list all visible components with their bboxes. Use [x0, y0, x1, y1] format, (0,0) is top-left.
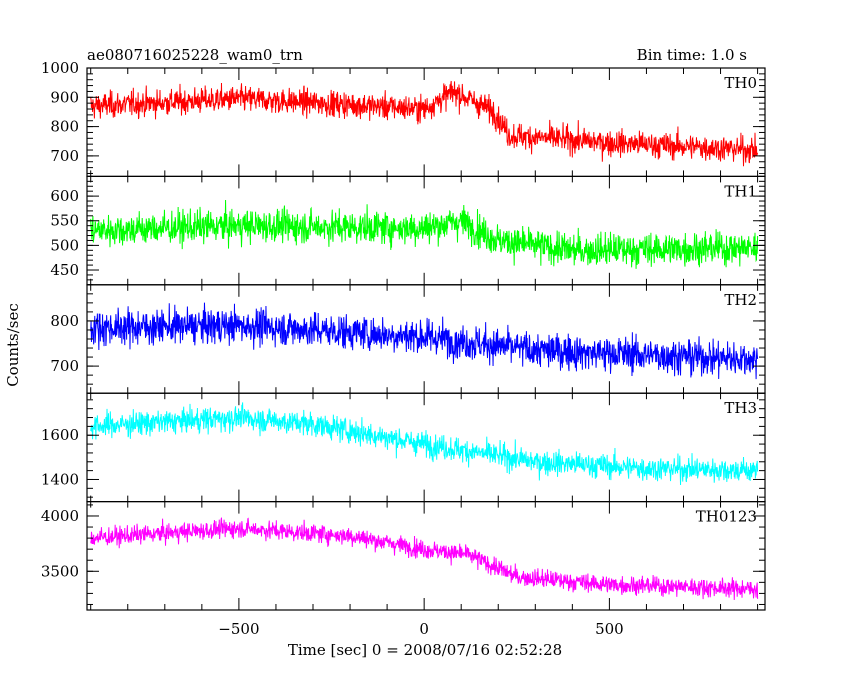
series-line-th2 [90, 302, 759, 380]
y-tick-label: 900 [50, 88, 79, 106]
y-tick-label: 550 [50, 212, 79, 230]
panel-th2: 700 800 TH2 [50, 284, 766, 394]
panel-frame [86, 501, 766, 611]
panel-label-th0: TH0 [724, 74, 757, 92]
x-tick-label: −500 [218, 620, 259, 638]
chart-title: ae080716025228_wam0_trn [87, 46, 303, 64]
y-tick-label: 4000 [41, 507, 79, 525]
panel-label-th2: TH2 [724, 291, 757, 309]
panel-label-th0123: TH0123 [696, 508, 757, 526]
y-tick-label: 1600 [41, 426, 79, 444]
y-tick-label: 800 [50, 312, 79, 330]
y-tick-label: 500 [50, 236, 79, 254]
y-tick-label: 1400 [41, 470, 79, 488]
panel-th1: 450 500 550 600 TH1 [50, 175, 766, 286]
y-tick-label: 700 [50, 357, 79, 375]
panel-frame [86, 67, 766, 178]
y-tick-label: 450 [50, 261, 79, 279]
series-line-th3 [90, 402, 759, 486]
panel-th0: 700 800 900 1000 TH0 [41, 59, 766, 178]
bin-time-label: Bin time: 1.0 s [637, 46, 747, 64]
panels-group: 700 800 900 1000 TH0 450 500 550 600 TH1 700 800 TH2… [41, 59, 766, 638]
panel-label-th3: TH3 [724, 399, 757, 417]
series-line-th1 [90, 199, 759, 269]
y-tick-label: 3500 [41, 562, 79, 580]
y-axis-label: Counts/sec [4, 303, 22, 387]
panel-label-th1: TH1 [724, 182, 757, 200]
panel-th0123: 3500 4000 TH0123 [41, 501, 766, 611]
y-tick-label: 800 [50, 118, 79, 136]
series-line-th0 [90, 80, 759, 167]
x-tick-label: 0 [419, 620, 429, 638]
y-tick-label: 600 [50, 187, 79, 205]
series-line-th0123 [90, 517, 759, 600]
y-tick-label: 1000 [41, 59, 79, 77]
panel-th3: 1400 1600 TH3 [41, 392, 766, 503]
y-tick-label: 700 [50, 147, 79, 165]
x-axis-label: Time [sec] 0 = 2008/07/16 02:52:28 [288, 641, 562, 659]
x-tick-label: 500 [595, 620, 624, 638]
